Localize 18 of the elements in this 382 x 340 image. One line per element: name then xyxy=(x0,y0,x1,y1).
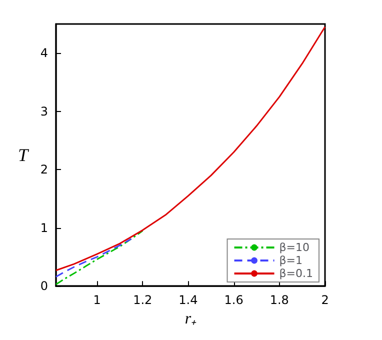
x-tick-label: 1.2 xyxy=(133,293,152,308)
x-axis-title: r₊ xyxy=(184,310,198,328)
y-tick-label: 0 xyxy=(40,279,48,294)
y-tick-label: 4 xyxy=(40,46,48,60)
x-tick-label: 1.8 xyxy=(270,293,289,308)
line-series xyxy=(55,230,144,286)
x-tick-label: 1.6 xyxy=(224,293,244,308)
y-tick-label: 3 xyxy=(40,104,48,118)
x-tick-label: 1.4 xyxy=(178,293,198,308)
legend-label: β=0.1 xyxy=(279,267,314,280)
legend-label: β=10 xyxy=(279,241,310,254)
y-axis-title: T xyxy=(18,145,30,166)
x-tick-label: 1 xyxy=(93,293,101,308)
x-tick-label: 2 xyxy=(321,293,329,308)
y-tick-label: 1 xyxy=(40,220,48,235)
y-tick-label: 2 xyxy=(40,162,48,177)
line-series xyxy=(55,238,132,278)
legend-label: β=1 xyxy=(279,254,303,267)
